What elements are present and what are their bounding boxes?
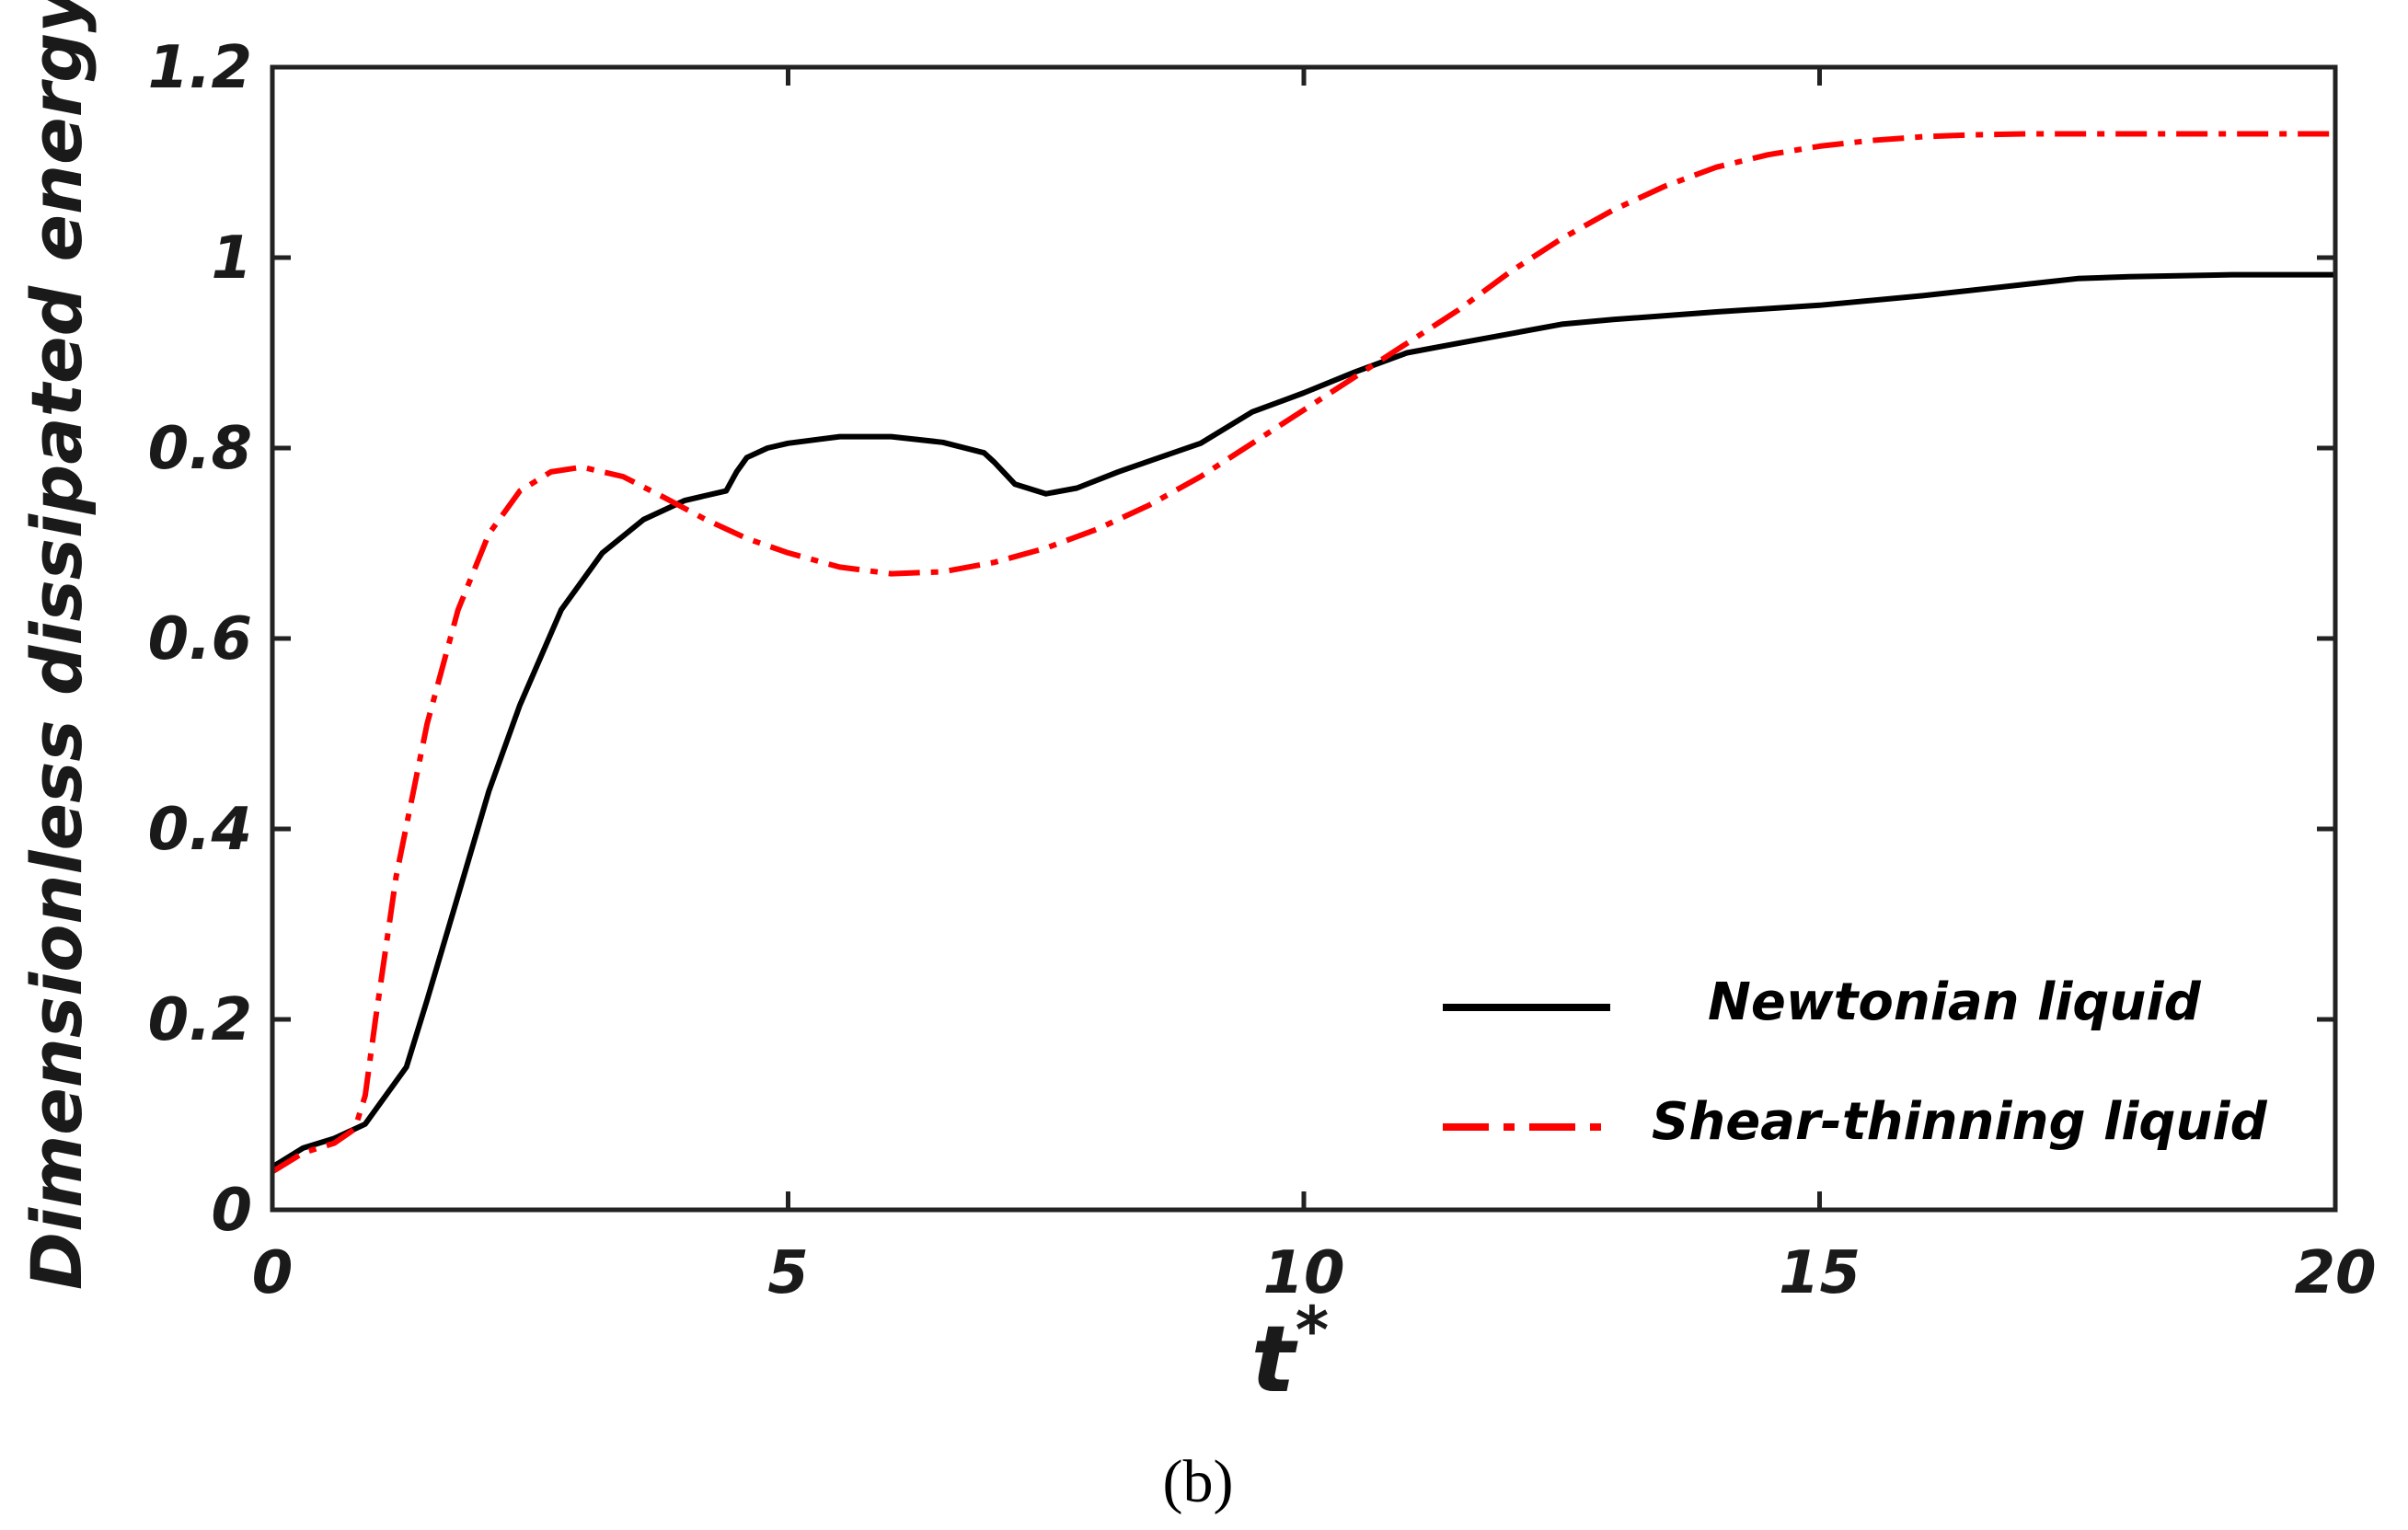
y-tick-label: 0.2: [148, 986, 252, 1054]
x-axis-label: t*: [1251, 1293, 1329, 1413]
plot-frame: [270, 64, 2338, 1213]
legend-shear-thinning-label: Shear-thinning liquid: [1652, 1092, 2268, 1152]
tick-labels: 0 5 10 15 20 0 0.2 0.4 0.6 0.8 1 1.2: [148, 34, 2377, 1307]
figure-caption: (b): [1163, 1448, 1234, 1515]
x-tick-label: 0: [252, 1239, 294, 1307]
series-layer: [271, 131, 2335, 1175]
x-axis-label-base: t: [1251, 1306, 1298, 1413]
y-tick-label: 0: [211, 1177, 252, 1245]
y-tick-label: 0.6: [148, 605, 252, 673]
ticks-layer: [270, 64, 2338, 1213]
y-tick-label: 1: [211, 224, 252, 293]
legend: Newtonian liquid Shear-thinning liquid: [1443, 972, 2268, 1152]
x-tick-label: 15: [1779, 1239, 1861, 1307]
y-tick-label: 1.2: [148, 34, 252, 102]
y-tick-label: 0.8: [148, 415, 252, 483]
legend-newtonian-label: Newtonian liquid: [1708, 972, 2202, 1032]
x-axis-label-superscript: *: [1296, 1293, 1330, 1368]
series-line-newtonian: [271, 271, 2335, 1169]
x-tick-label: 20: [2294, 1239, 2376, 1307]
x-tick-label: 10: [1262, 1239, 1344, 1307]
x-tick-label: 5: [767, 1239, 809, 1307]
y-axis-label: Dimensionless dissipated energy: [16, 0, 98, 1290]
y-tick-label: 0.4: [148, 796, 252, 864]
